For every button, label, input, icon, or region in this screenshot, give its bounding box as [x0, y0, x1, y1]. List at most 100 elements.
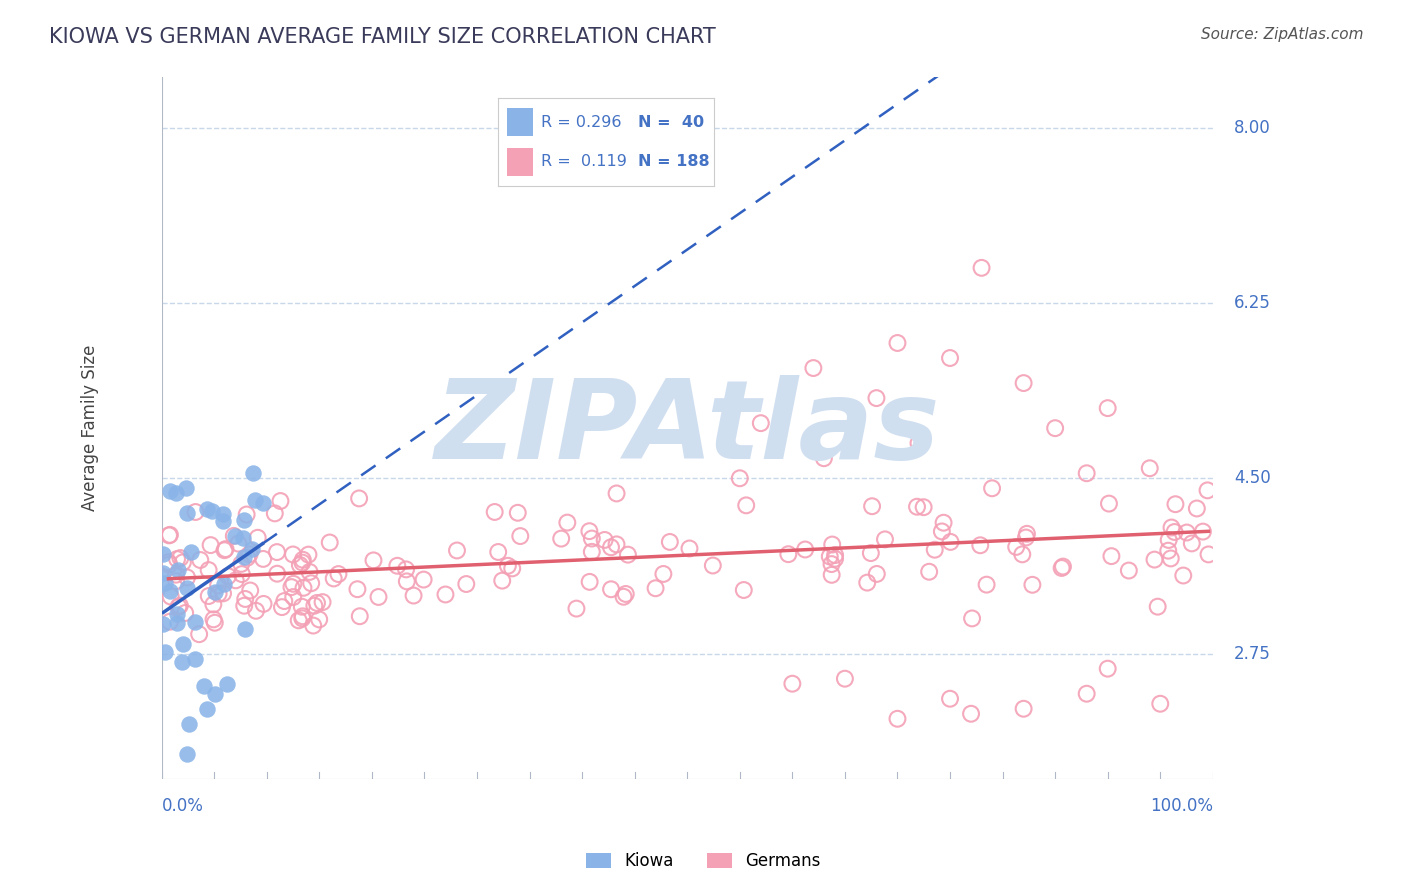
- Point: [347, 491, 370, 506]
- Point: [960, 706, 983, 721]
- Point: [305, 596, 328, 610]
- Point: [818, 549, 841, 564]
- Point: [1146, 599, 1168, 614]
- Point: [288, 558, 311, 572]
- Point: [233, 599, 256, 613]
- Point: [557, 516, 579, 530]
- Point: [387, 558, 409, 573]
- Point: [167, 599, 190, 614]
- Point: [202, 612, 225, 626]
- Point: [873, 533, 896, 547]
- Point: [176, 581, 198, 595]
- Point: [159, 528, 181, 542]
- Point: [291, 611, 314, 625]
- Point: [169, 551, 191, 566]
- Point: [346, 582, 368, 597]
- Point: [166, 607, 188, 621]
- Point: [271, 600, 294, 615]
- Point: [1097, 662, 1119, 676]
- Point: [211, 508, 233, 522]
- Point: [233, 622, 256, 636]
- Point: [159, 483, 181, 498]
- Point: [195, 702, 218, 716]
- Point: [821, 567, 844, 582]
- Point: [865, 391, 887, 405]
- Point: [1181, 536, 1204, 550]
- Point: [749, 416, 772, 430]
- Text: 0.0%: 0.0%: [162, 797, 204, 815]
- Point: [1157, 533, 1180, 547]
- Point: [565, 601, 588, 615]
- Point: [860, 500, 883, 514]
- Point: [266, 566, 288, 581]
- Point: [212, 577, 235, 591]
- Point: [208, 586, 231, 600]
- Point: [970, 260, 993, 275]
- Point: [1097, 401, 1119, 416]
- Text: Average Family Size: Average Family Size: [80, 345, 98, 511]
- Point: [960, 611, 983, 625]
- Point: [176, 570, 198, 584]
- Point: [794, 542, 817, 557]
- Point: [981, 481, 1004, 495]
- Point: [157, 558, 180, 572]
- Point: [283, 590, 305, 604]
- Point: [204, 585, 226, 599]
- Point: [215, 676, 238, 690]
- Point: [886, 712, 908, 726]
- Point: [322, 571, 344, 585]
- Point: [319, 535, 342, 549]
- Point: [496, 558, 519, 573]
- Text: 2.75: 2.75: [1234, 645, 1271, 663]
- Point: [232, 550, 254, 565]
- Point: [491, 574, 513, 588]
- Point: [328, 567, 350, 582]
- Point: [606, 486, 628, 500]
- Point: [1021, 578, 1043, 592]
- Text: KIOWA VS GERMAN AVERAGE FAMILY SIZE CORRELATION CHART: KIOWA VS GERMAN AVERAGE FAMILY SIZE CORR…: [49, 27, 716, 46]
- Point: [176, 507, 198, 521]
- Point: [152, 617, 174, 632]
- Point: [291, 553, 314, 567]
- Point: [212, 514, 235, 528]
- Point: [166, 616, 188, 631]
- Point: [939, 535, 962, 549]
- Point: [233, 513, 256, 527]
- Point: [283, 577, 305, 591]
- Point: [217, 569, 239, 583]
- Point: [886, 336, 908, 351]
- Point: [269, 494, 291, 508]
- Point: [578, 524, 600, 538]
- Point: [252, 597, 274, 611]
- Point: [299, 576, 322, 591]
- Point: [311, 595, 333, 609]
- Point: [1050, 561, 1073, 575]
- Point: [813, 451, 835, 466]
- Point: [184, 505, 207, 519]
- Point: [1076, 687, 1098, 701]
- Point: [924, 542, 946, 557]
- Point: [204, 687, 226, 701]
- Point: [1173, 568, 1195, 582]
- Point: [245, 604, 267, 618]
- Point: [153, 576, 176, 591]
- Point: [239, 583, 262, 598]
- Point: [266, 545, 288, 559]
- Point: [180, 545, 202, 559]
- Point: [157, 528, 180, 542]
- Point: [658, 535, 681, 549]
- Point: [395, 562, 418, 576]
- Point: [735, 499, 758, 513]
- Point: [821, 537, 844, 551]
- Point: [240, 541, 263, 556]
- Point: [1098, 497, 1121, 511]
- Point: [202, 598, 225, 612]
- Point: [174, 606, 197, 620]
- Point: [506, 506, 529, 520]
- Point: [402, 589, 425, 603]
- Point: [778, 547, 800, 561]
- Point: [176, 747, 198, 761]
- Point: [308, 612, 330, 626]
- Point: [233, 591, 256, 606]
- Point: [931, 524, 953, 539]
